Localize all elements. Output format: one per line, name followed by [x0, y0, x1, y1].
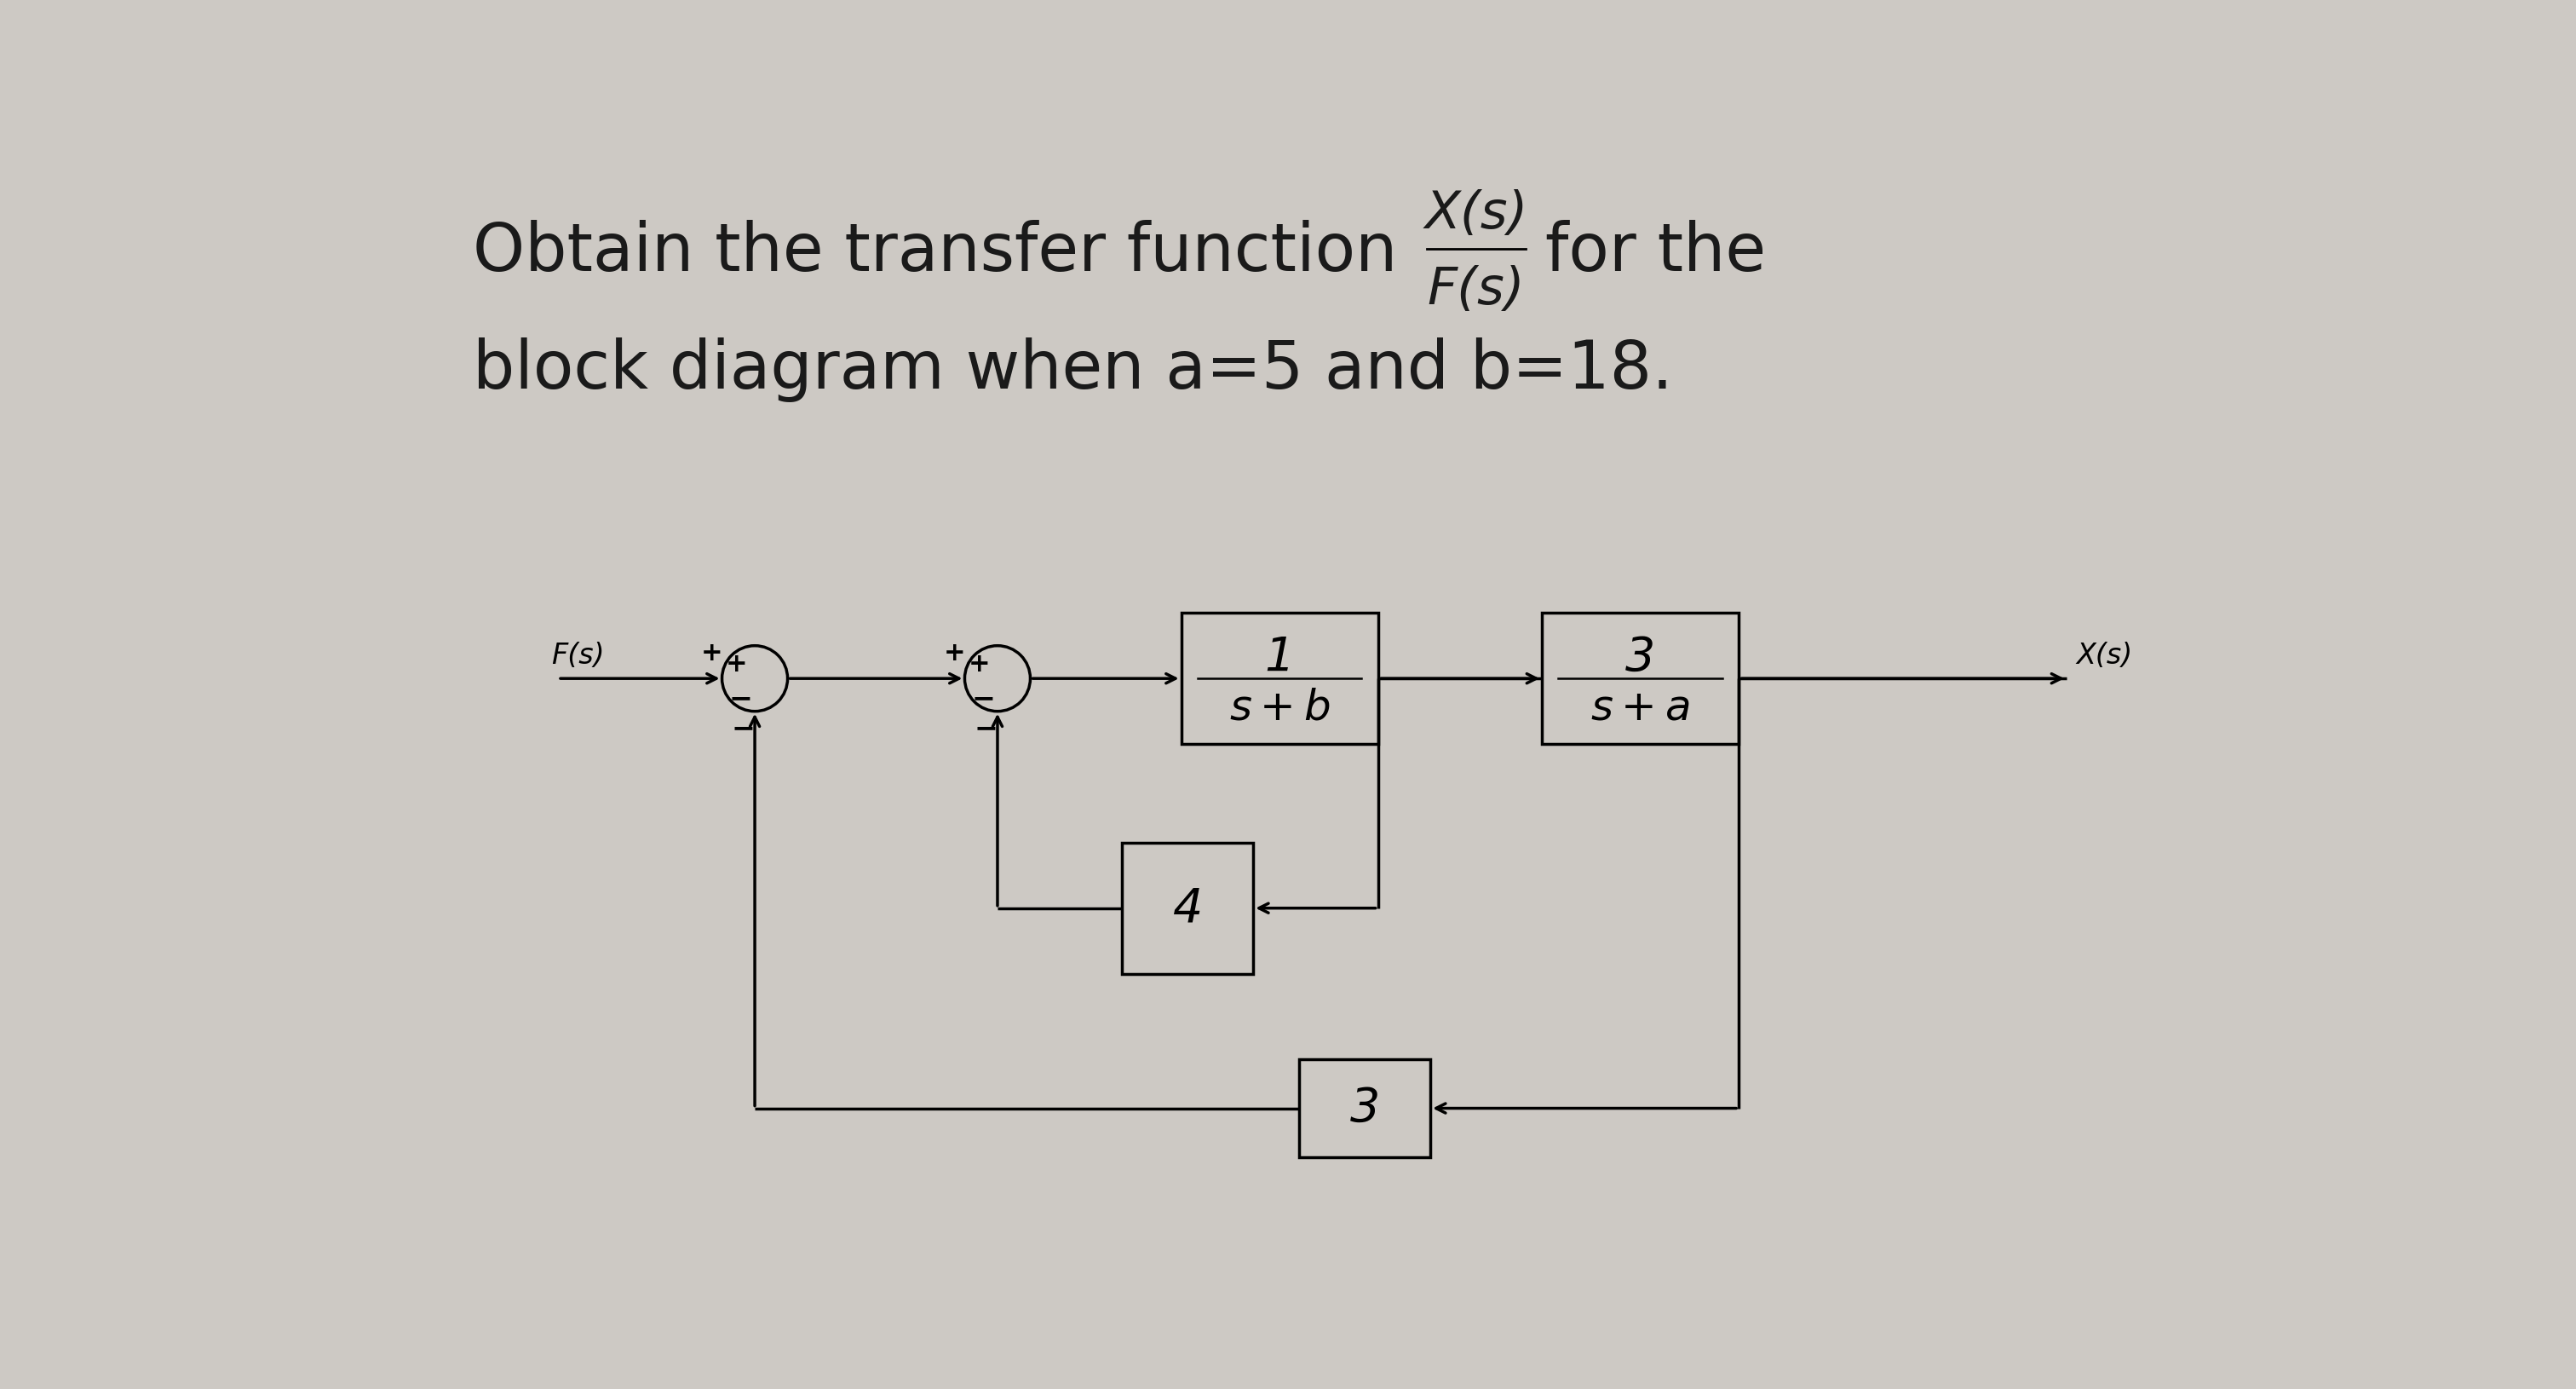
Text: −: −	[974, 714, 997, 743]
Bar	[1123, 843, 1255, 974]
Text: 1: 1	[1265, 635, 1296, 681]
Text: +: +	[726, 651, 747, 676]
Text: $s + a$: $s + a$	[1589, 688, 1690, 728]
Text: for the: for the	[1546, 219, 1767, 285]
Text: +: +	[943, 642, 966, 665]
Bar	[1298, 1058, 1430, 1157]
Text: F(s): F(s)	[551, 642, 605, 669]
Bar	[1182, 613, 1378, 745]
Text: +: +	[969, 651, 989, 676]
Text: −: −	[732, 714, 755, 743]
Text: Obtain the transfer function: Obtain the transfer function	[474, 219, 1396, 285]
Text: $s + b$: $s + b$	[1229, 688, 1329, 728]
Text: +: +	[701, 642, 724, 665]
Text: −: −	[729, 685, 752, 713]
Bar	[1543, 613, 1739, 745]
Text: 3: 3	[1350, 1086, 1381, 1131]
Text: −: −	[971, 685, 994, 713]
Text: F(s): F(s)	[1427, 265, 1525, 315]
Text: 3: 3	[1625, 635, 1656, 681]
Text: 4: 4	[1172, 886, 1203, 931]
Text: block diagram when a=5 and b=18.: block diagram when a=5 and b=18.	[474, 338, 1672, 403]
Text: X(s): X(s)	[2076, 642, 2133, 669]
Text: X(s): X(s)	[1425, 189, 1528, 239]
